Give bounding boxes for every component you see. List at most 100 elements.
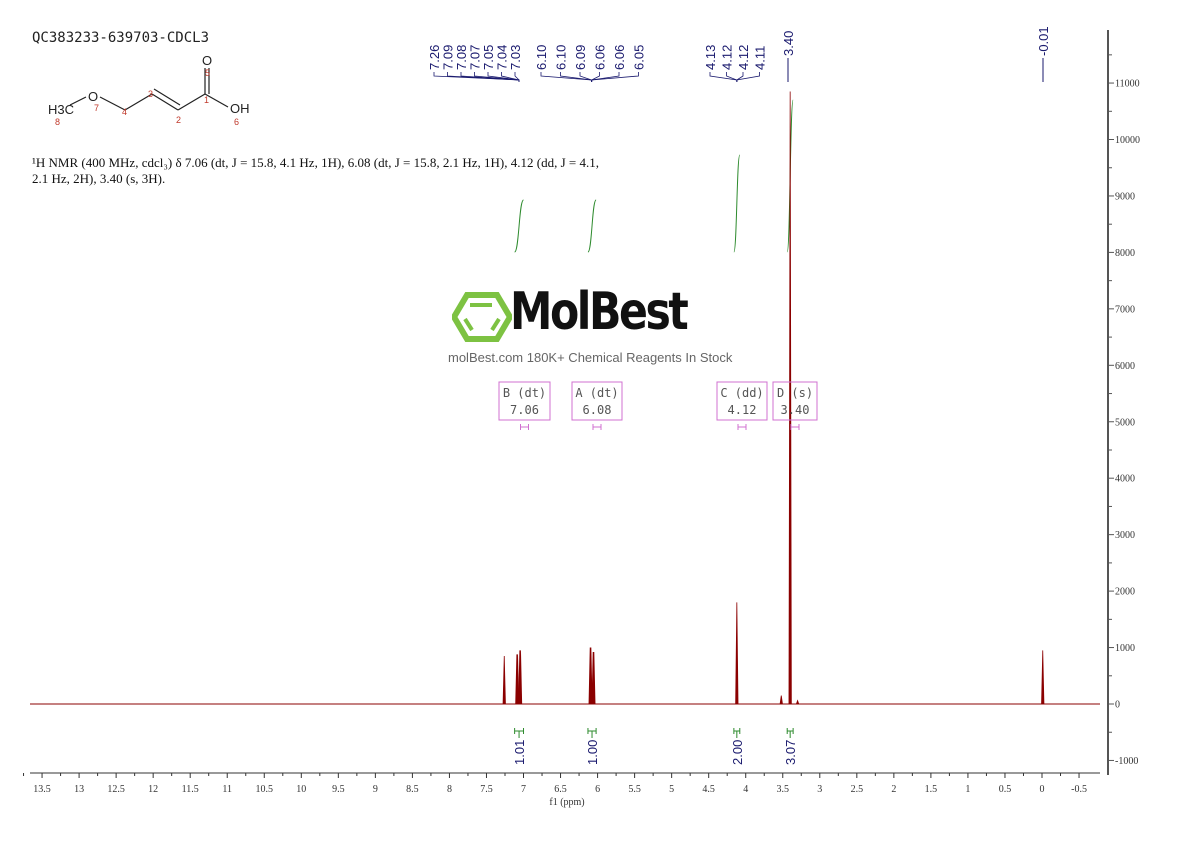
peak-label: 4.11 [753,46,768,70]
integral-bracket [587,728,597,738]
multiplet-name: B (dt) [503,386,546,400]
peak-label: 7.08 [454,45,469,70]
y-tick-label: 2000 [1115,587,1135,598]
peak-label-connector [591,72,600,82]
peak-label: 6.10 [554,45,569,70]
integral-curve [514,199,524,253]
y-tick-label: 11000 [1115,79,1140,90]
x-tick-label: 2.5 [851,784,864,795]
x-tick-label: 12 [148,784,158,795]
y-tick-label: 0 [1115,700,1120,711]
atom-number: 2 [176,115,181,125]
peak-label: 6.09 [573,45,588,70]
multiplet-range-mark [790,424,800,430]
watermark-tagline: molBest.com 180K+ Chemical Reagents In S… [448,350,733,365]
structure-bonds [69,68,229,111]
x-tick-label: 0.5 [999,784,1012,795]
multiplet-box [716,381,768,421]
peak-label: -0.01 [1036,26,1051,56]
x-tick-label: 9 [373,784,378,795]
x-tick-label: 12.5 [107,784,125,795]
multiplet-box [498,381,551,421]
peak-label: 4.12 [736,45,751,70]
x-tick-label: 3 [817,784,822,795]
peak-label: 3.40 [781,31,796,56]
integral-value: 3.07 [783,740,798,765]
x-tick-label: 13.5 [33,784,51,795]
spectrum-peak [502,656,506,705]
integral-value: 2.00 [730,740,745,765]
x-tick-label: 4.5 [702,784,715,795]
atom-oh: OH [230,101,250,116]
y-tick-label: 7000 [1115,304,1135,315]
spectrum-peak [735,602,739,705]
x-tick-label: 8 [447,784,452,795]
multiplet-name: D (s) [777,386,813,400]
spectrum-peak [1041,650,1045,705]
x-tick-label: 11.5 [182,784,199,795]
multiplet-box [571,381,623,421]
y-tick-label: -1000 [1115,756,1138,767]
spectrum-peak [788,91,792,705]
spectrum-peak [795,699,800,705]
spectrum-peak [779,695,783,705]
atom-number: 1 [204,95,209,105]
chemical-structure: H3C O O OH 1 2 3 4 5 6 7 8 [48,53,250,127]
atom-number: 4 [122,107,127,117]
atom-numbers: 1 2 3 4 5 6 7 8 [55,68,239,127]
integral-bracket [733,728,741,738]
atom-number: 6 [234,117,239,127]
peak-label: 4.12 [720,45,735,70]
multiplet-shift: 6.08 [583,403,612,417]
peak-label-connector [709,72,738,82]
peak-label-connector [579,72,593,82]
atom-number: 7 [94,103,99,113]
x-tick-label: 2 [891,784,896,795]
peak-label-connector [487,72,520,82]
x-tick-label: 11 [222,784,232,795]
x-tick-label: 10.5 [256,784,274,795]
spectrum-peak [518,650,523,705]
y-tick-label: 1000 [1115,643,1135,654]
spectrum-peak [589,647,593,705]
peak-label: 7.07 [468,45,483,70]
x-tick-label: 3.5 [777,784,790,795]
nmr-description: ¹H NMR (400 MHz, cdcl₃) δ 7.06 (dt, J = … [32,155,599,186]
peak-label-connector [736,72,760,82]
integral-bracket [514,728,525,738]
integral-value: 1.01 [512,740,527,765]
x-tick-label: 4 [743,784,748,795]
x-tick-label: 8.5 [406,784,419,795]
peak-label-connector [736,72,744,82]
peak-label: 7.03 [508,45,523,70]
multiplet-range-mark [520,424,529,430]
x-tick-label: 13 [74,784,84,795]
multiplet-name: C (dd) [720,386,763,400]
x-tick-label: -0.5 [1071,784,1087,795]
x-tick-label: 5.5 [628,784,641,795]
y-tick-label: 8000 [1115,248,1135,259]
x-tick-label: 6.5 [554,784,567,795]
integral-curve [733,154,741,253]
molbest-logo-icon [452,292,512,342]
multiplet-shift: 3.40 [781,403,810,417]
peak-label: 7.26 [427,45,442,70]
x-tick-label: 1.5 [925,784,938,795]
y-tick-label: 6000 [1115,361,1135,372]
peak-label-connector [726,72,738,82]
y-tick-label: 10000 [1115,135,1140,146]
atom-h3c: H3C [48,102,74,117]
peak-label-connector [591,72,639,82]
multiplet-box [772,381,818,421]
peak-label: 7.04 [495,45,510,70]
peak-label: 6.10 [534,45,549,70]
atom-o7: O [88,89,98,104]
spectrum-title: QC383233-639703-CDCL3 [32,30,210,46]
x-tick-label: 0 [1040,784,1045,795]
atom-number: 8 [55,117,60,127]
x-tick-label: 10 [296,784,306,795]
atom-number: 3 [148,89,153,99]
peak-label: 6.05 [632,45,647,70]
spectrum-peak [592,652,596,705]
